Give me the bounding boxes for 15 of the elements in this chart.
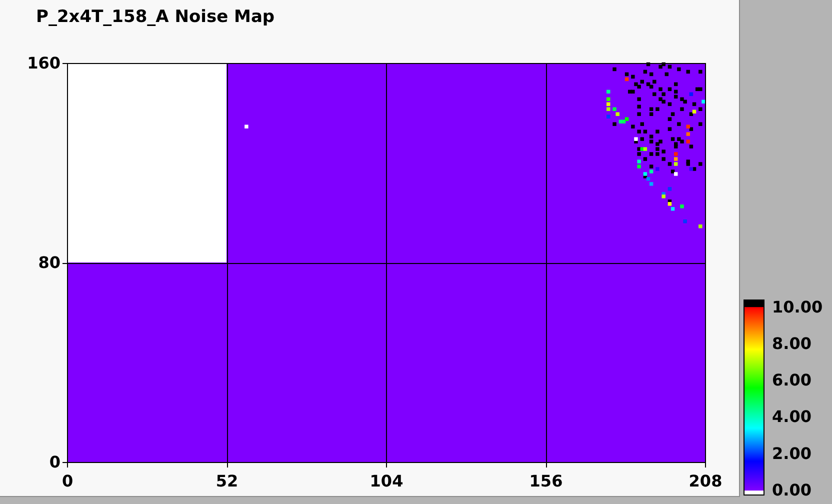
color-bar-label: 8.00: [772, 334, 812, 353]
y-tick-label: 160: [27, 54, 60, 72]
x-tick-label: 0: [62, 472, 74, 490]
color-bar-label: 2.00: [772, 444, 812, 463]
color-bar-label: 4.00: [772, 407, 812, 426]
y-tick-label: 80: [38, 253, 60, 272]
x-tick-label: 156: [529, 472, 563, 490]
color-bar-label: 0.00: [772, 480, 812, 500]
chart-title: P_2x4T_158_A Noise Map: [36, 7, 275, 27]
x-tick-label: 208: [688, 472, 722, 490]
color-bar-label: 6.00: [772, 370, 812, 390]
x-tick-label: 52: [216, 472, 238, 490]
y-tick-label: 0: [49, 452, 60, 472]
color-bar-label: 10.00: [772, 297, 823, 316]
x-tick-label: 104: [370, 472, 404, 490]
